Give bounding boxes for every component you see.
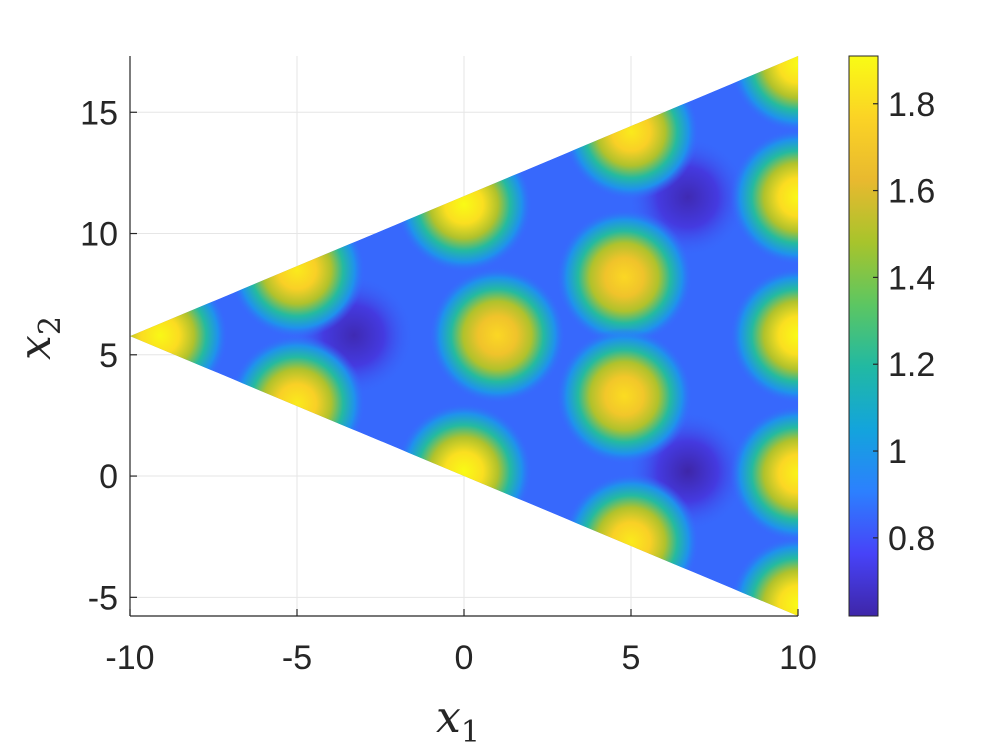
x-axis-label: x1: [436, 692, 480, 747]
colorbar: [848, 55, 879, 617]
colorbar-ticks: 0.8 1 1.2 1.4 1.6 1.8: [873, 86, 935, 558]
field-peak: [429, 267, 566, 404]
y-tick-label: 0: [99, 458, 118, 496]
y-tick-label: -5: [88, 579, 118, 617]
y-tick-label: 10: [80, 216, 118, 254]
axes: [129, 56, 799, 617]
x-tick-label: -5: [282, 639, 312, 677]
colorbar-tick-label: 1: [888, 433, 907, 471]
y-tick-label: 15: [80, 94, 118, 132]
field-peak: [556, 328, 693, 465]
y-axis-label: x2: [10, 316, 68, 360]
field-peak: [730, 405, 798, 542]
x-tick-label: 10: [779, 639, 817, 677]
x-tick-labels: -10 -5 0 5 10: [105, 639, 816, 677]
field-peak: [556, 209, 693, 346]
colorbar-tick-label: 1.8: [888, 86, 935, 124]
field-peak: [730, 56, 798, 132]
colorbar-tick-label: 1.6: [888, 173, 935, 211]
x-tick-label: 0: [455, 639, 474, 677]
field-peak: [730, 536, 798, 616]
x-tick-label: -10: [105, 639, 154, 677]
field-peak: [730, 267, 798, 404]
colorbar-tick-label: 1.2: [888, 346, 935, 384]
colorbar-tick-label: 0.8: [888, 520, 935, 558]
colorbar-tick-label: 1.4: [888, 259, 935, 297]
field-peak: [730, 129, 798, 266]
y-tick-label: 5: [99, 337, 118, 375]
x-tick-label: 5: [622, 639, 641, 677]
y-tick-labels: -5 0 5 10 15: [80, 94, 118, 617]
